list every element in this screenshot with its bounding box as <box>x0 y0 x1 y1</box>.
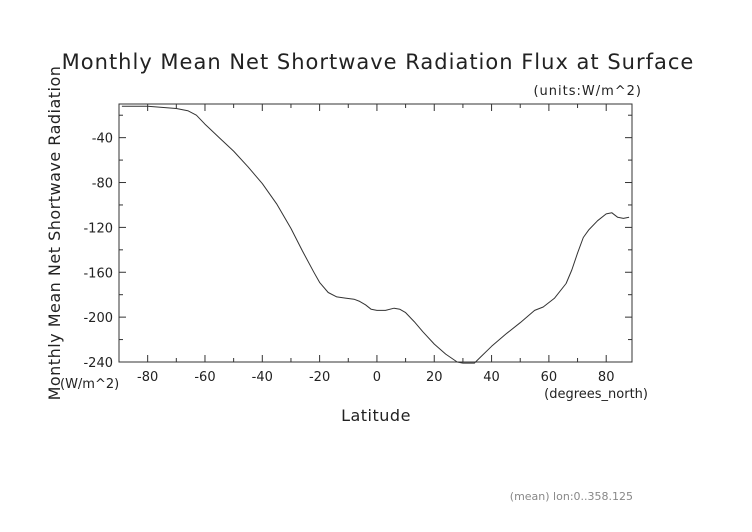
y-axis-label: Monthly Mean Net Shortwave Radiation <box>45 66 64 401</box>
y-tick-label: -160 <box>83 266 113 281</box>
x-tick-label: 20 <box>426 370 443 385</box>
x-axis-unit: (degrees_north) <box>544 387 648 402</box>
y-tick-label: -240 <box>83 356 113 371</box>
x-tick-label: 40 <box>483 370 500 385</box>
chart-title: Monthly Mean Net Shortwave Radiation Flu… <box>62 50 695 74</box>
x-tick-label: -20 <box>309 370 330 385</box>
x-tick-label: -80 <box>137 370 158 385</box>
x-axis-ticks: -80 -60 -40 -20 0 20 40 60 80 <box>118 104 615 385</box>
x-tick-label: 80 <box>598 370 615 385</box>
y-axis-ticks: -40 -80 -120 -160 -200 -240 <box>83 114 632 371</box>
x-tick-label: -40 <box>252 370 273 385</box>
x-tick-label: 60 <box>541 370 558 385</box>
units-note: (units:W/m^2) <box>533 84 642 99</box>
y-tick-label: -80 <box>92 177 113 192</box>
y-tick-label: -120 <box>83 221 113 236</box>
series-layer <box>121 105 630 364</box>
footnote: (mean) lon:0..358.125 <box>510 490 633 503</box>
plot-frame <box>118 103 633 363</box>
y-tick-label: -40 <box>92 132 113 147</box>
x-tick-label: 0 <box>373 370 381 385</box>
x-tick-label: -60 <box>194 370 215 385</box>
y-axis-unit: (W/m^2) <box>60 377 119 392</box>
series-line <box>121 105 630 364</box>
x-axis-label: Latitude <box>341 406 411 425</box>
y-tick-label: -200 <box>83 311 113 326</box>
